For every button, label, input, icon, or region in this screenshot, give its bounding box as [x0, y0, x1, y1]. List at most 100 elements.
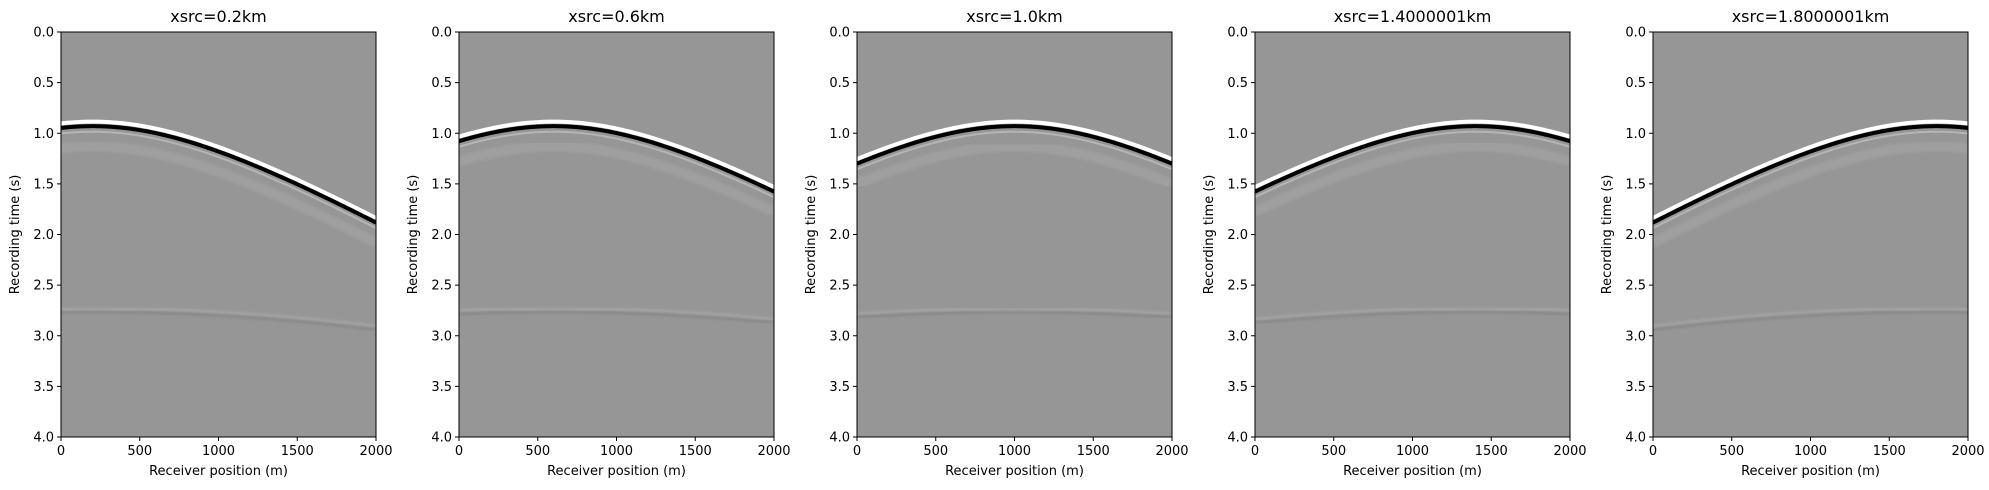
y-tick-label: 1.0 — [1625, 127, 1646, 142]
y-tick-label: 3.0 — [33, 329, 54, 344]
y-tick-label: 2.0 — [431, 228, 452, 243]
weak-reflection-trough — [459, 310, 774, 324]
y-tick-label: 3.5 — [1625, 380, 1646, 395]
y-tick-label: 0.5 — [33, 76, 54, 91]
panel-title: xsrc=0.2km — [170, 7, 267, 26]
y-tick-label: 1.5 — [829, 177, 850, 192]
reflection-tail — [1653, 141, 1968, 248]
x-tick-label: 2000 — [359, 444, 392, 459]
y-tick-label: 3.0 — [431, 329, 452, 344]
reflection-peak — [1653, 119, 1968, 220]
y-tick-label: 1.5 — [1625, 177, 1646, 192]
x-tick-label: 1000 — [1396, 444, 1429, 459]
x-tick-label: 1000 — [600, 444, 633, 459]
y-tick-label: 4.0 — [829, 431, 850, 446]
reflection-tail — [857, 141, 1172, 189]
weak-reflection-peak — [61, 307, 376, 328]
y-tick-label: 3.5 — [829, 380, 850, 395]
y-tick-label: 2.0 — [1625, 228, 1646, 243]
reflection-trough — [857, 124, 1172, 166]
x-tick-label: 1500 — [679, 444, 712, 459]
x-tick-label: 500 — [127, 444, 152, 459]
x-tick-label: 0 — [57, 444, 65, 459]
y-tick-label: 2.5 — [1227, 279, 1248, 294]
weak-reflection-trough — [1255, 310, 1570, 324]
panel-3: xsrc=1.0km 0 500 1000 1500 2000 0.0 0.5 1.0 1.5 2.… — [804, 7, 1189, 479]
reflection-trough — [459, 124, 774, 194]
reflection-sidelobe — [1653, 130, 1968, 230]
y-axis-label: Recording time (s) — [1600, 175, 1615, 295]
y-tick-label: 1.0 — [431, 127, 452, 142]
weak-reflection-peak — [857, 307, 1172, 316]
weak-reflection-trough — [61, 310, 376, 331]
panel-title: xsrc=0.6km — [568, 7, 665, 26]
panel-title: xsrc=1.0km — [966, 7, 1063, 26]
y-tick-label: 2.0 — [829, 228, 850, 243]
x-tick-label: 0 — [455, 444, 463, 459]
y-tick-label: 1.0 — [829, 127, 850, 142]
y-tick-label: 0.5 — [1625, 76, 1646, 91]
y-tick-label: 1.5 — [1227, 177, 1248, 192]
weak-reflection-trough — [857, 310, 1172, 319]
x-tick-label: 2000 — [1951, 444, 1984, 459]
reflection-sidelobe — [61, 130, 376, 230]
x-tick-label: 1500 — [1873, 444, 1906, 459]
y-tick-label: 0.5 — [431, 76, 452, 91]
y-tick-label: 4.0 — [1227, 431, 1248, 446]
y-tick-label: 3.0 — [1625, 329, 1646, 344]
x-axis-label: Receiver position (m) — [1741, 464, 1880, 479]
x-axis-label: Receiver position (m) — [1343, 464, 1482, 479]
y-tick-label: 4.0 — [33, 431, 54, 446]
x-tick-label: 500 — [525, 444, 550, 459]
reflection-peak — [459, 119, 774, 189]
reflection-tail — [1255, 141, 1570, 217]
y-tick-label: 0.0 — [829, 26, 850, 41]
y-tick-label: 0.0 — [33, 26, 54, 41]
x-axis-label: Receiver position (m) — [547, 464, 686, 479]
seismic-image — [1653, 119, 1968, 331]
panel-1: xsrc=0.2km 0 500 1000 1500 2000 0.0 0.5 1.0 1.5 2.… — [8, 7, 393, 479]
x-tick-label: 500 — [1321, 444, 1346, 459]
x-tick-label: 1000 — [1794, 444, 1827, 459]
image-background — [857, 32, 1172, 437]
image-background — [1653, 32, 1968, 437]
y-tick-label: 4.0 — [1625, 431, 1646, 446]
x-tick-label: 1500 — [1077, 444, 1110, 459]
image-background — [61, 32, 376, 437]
x-axis-label: Receiver position (m) — [945, 464, 1084, 479]
x-tick-label: 500 — [1719, 444, 1744, 459]
y-tick-label: 3.5 — [1227, 380, 1248, 395]
y-tick-label: 2.5 — [829, 279, 850, 294]
x-tick-label: 1000 — [202, 444, 235, 459]
y-tick-label: 2.0 — [33, 228, 54, 243]
seismic-image — [857, 119, 1172, 319]
image-background — [459, 32, 774, 437]
reflection-trough — [1653, 124, 1968, 225]
x-axis-label: Receiver position (m) — [149, 464, 288, 479]
seismic-image — [1255, 119, 1570, 324]
panel-title: xsrc=1.8000001km — [1732, 7, 1890, 26]
y-axis-label: Recording time (s) — [804, 175, 819, 295]
x-tick-label: 0 — [853, 444, 861, 459]
y-tick-label: 3.5 — [431, 380, 452, 395]
seismic-image — [459, 119, 774, 324]
reflection-sidelobe — [459, 130, 774, 199]
y-tick-label: 2.5 — [1625, 279, 1646, 294]
x-tick-label: 0 — [1649, 444, 1657, 459]
y-tick-label: 1.0 — [33, 127, 54, 142]
reflection-trough — [61, 124, 376, 225]
x-tick-label: 1000 — [998, 444, 1031, 459]
reflection-tail — [459, 141, 774, 217]
image-background — [1255, 32, 1570, 437]
y-tick-label: 3.5 — [33, 380, 54, 395]
y-tick-label: 4.0 — [431, 431, 452, 446]
reflection-peak — [857, 119, 1172, 161]
reflection-trough — [1255, 124, 1570, 194]
y-tick-label: 2.0 — [1227, 228, 1248, 243]
y-tick-label: 0.5 — [829, 76, 850, 91]
y-axis-label: Recording time (s) — [406, 175, 421, 295]
y-axis-label: Recording time (s) — [1202, 175, 1217, 295]
weak-reflection-trough — [1653, 310, 1968, 331]
y-tick-label: 0.5 — [1227, 76, 1248, 91]
y-tick-label: 2.5 — [33, 279, 54, 294]
